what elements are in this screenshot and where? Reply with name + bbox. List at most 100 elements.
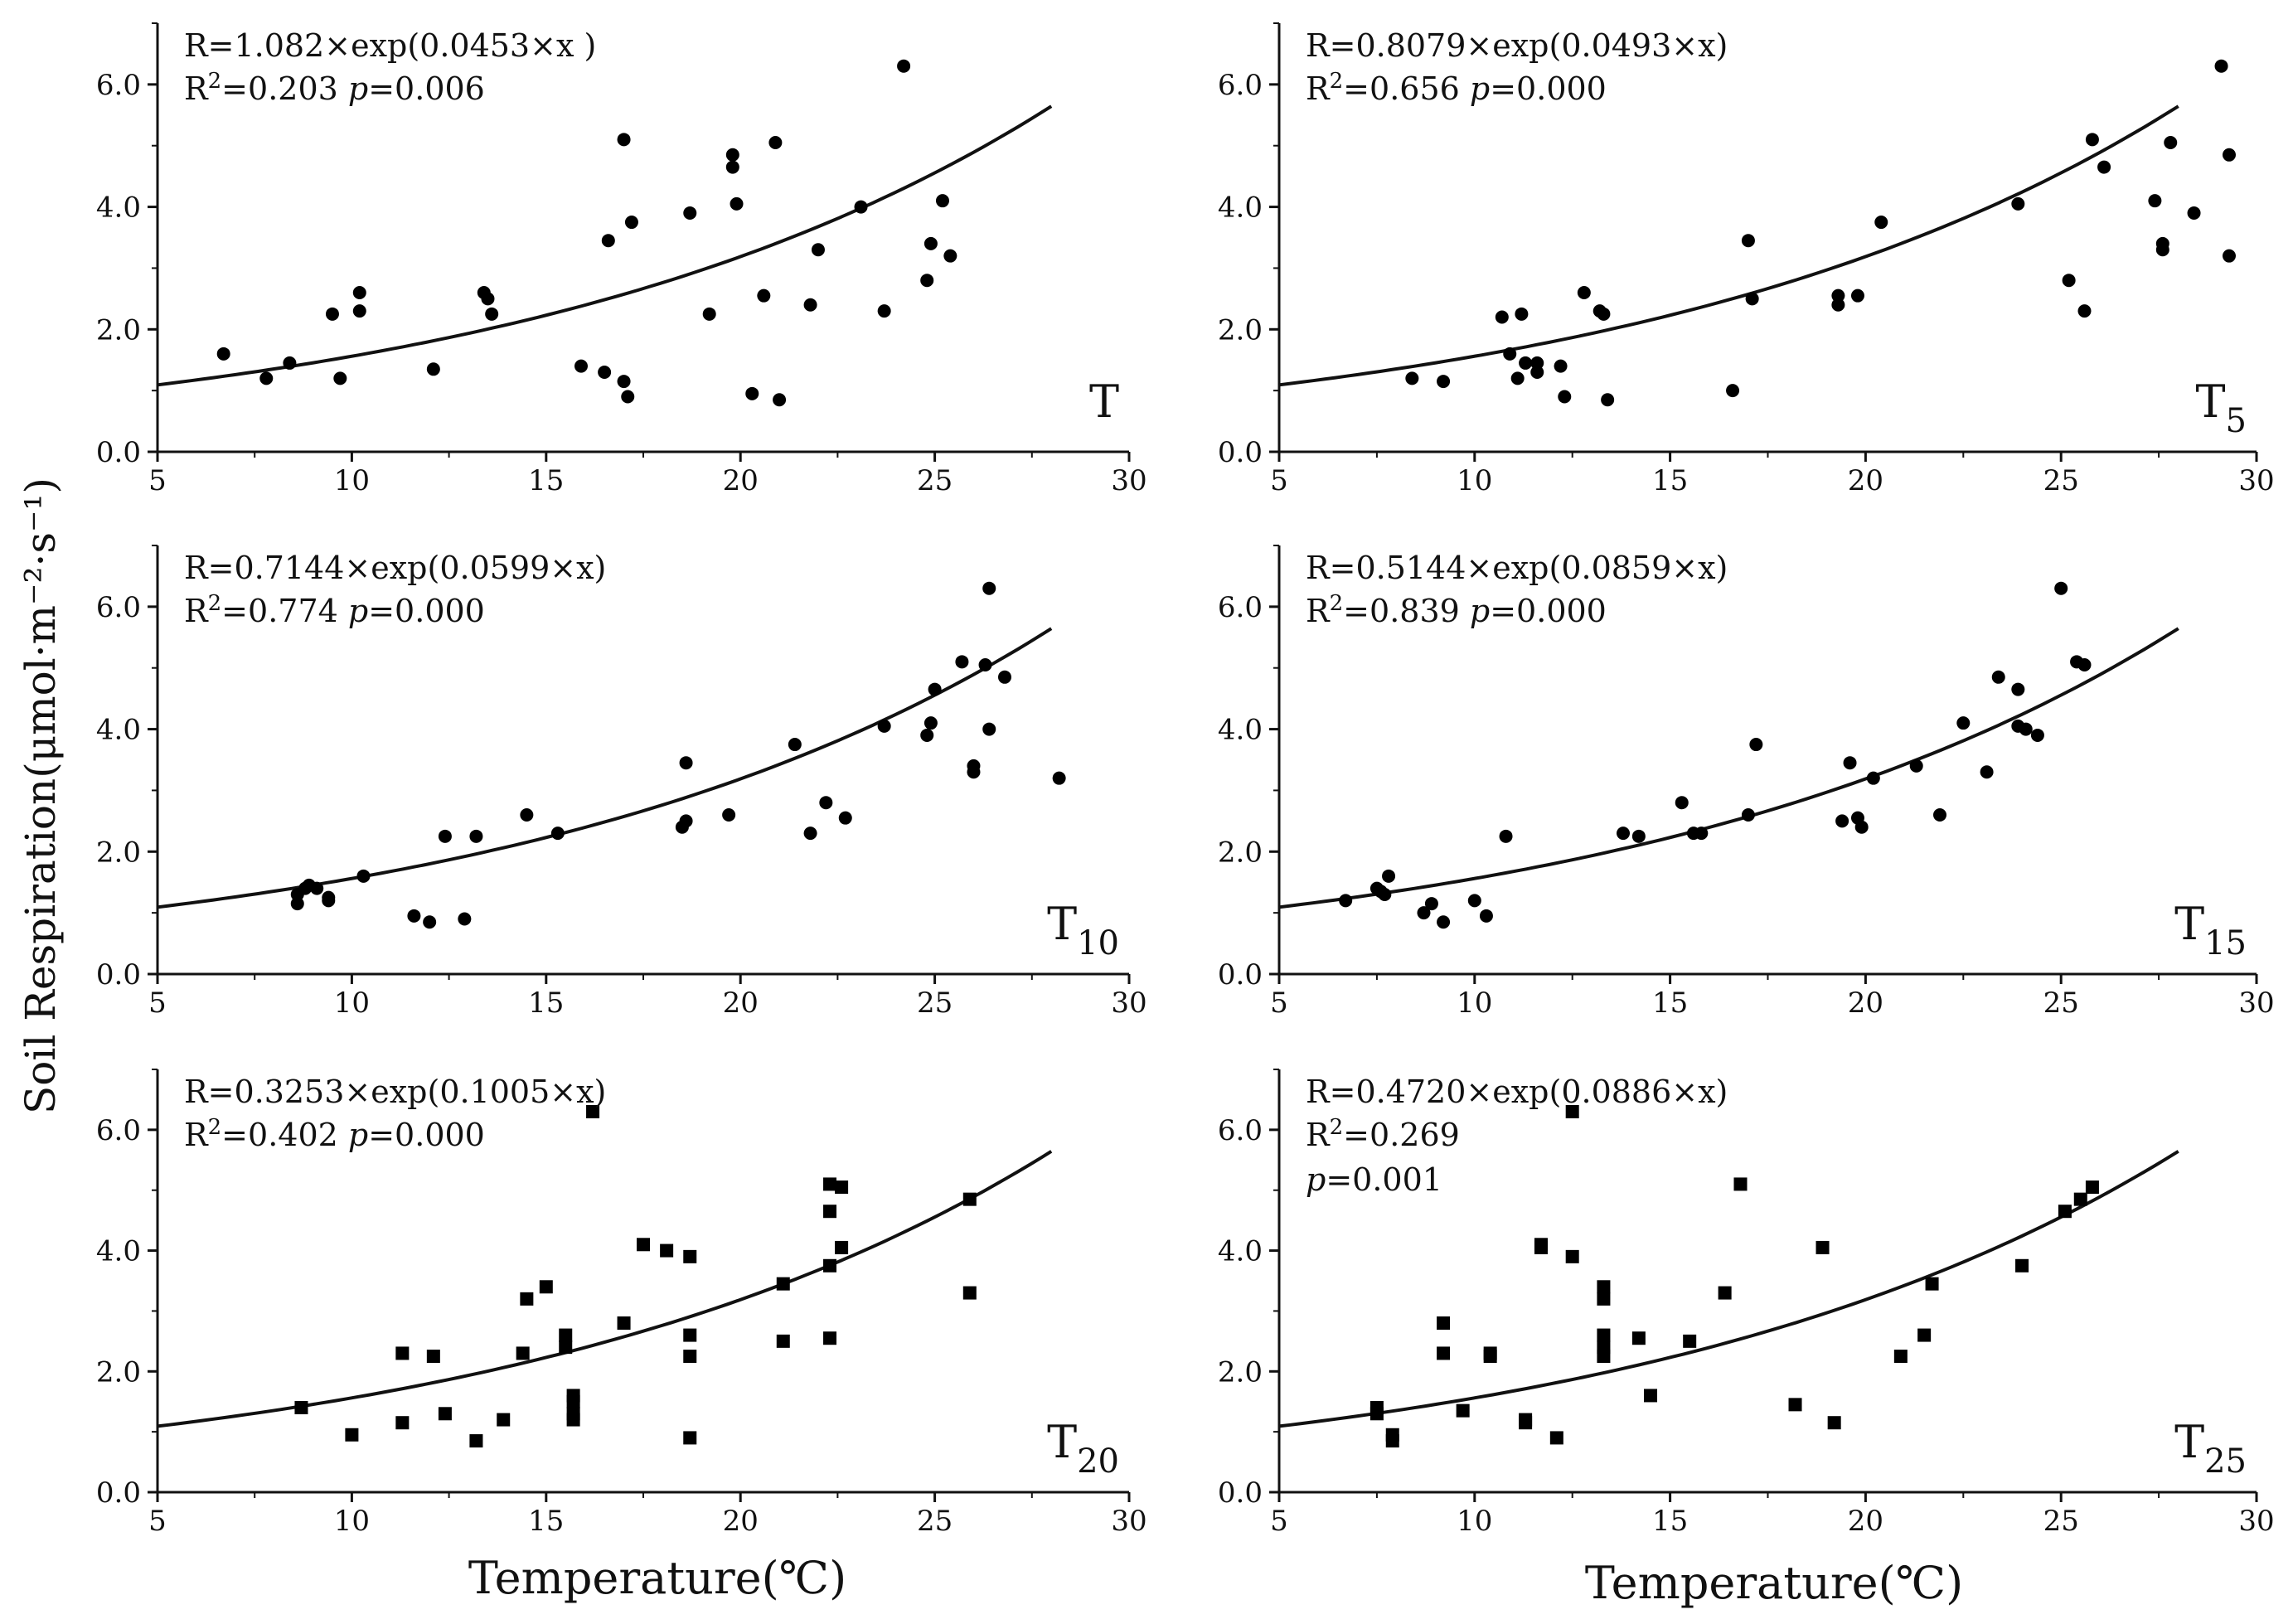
data-point [617,375,631,389]
data-point [679,814,693,828]
equation-label: R=0.4720×exp(0.0886×x) [1306,1074,1728,1110]
panel-label: T5 [2196,376,2247,440]
data-point [811,243,825,257]
r2-label: R2=0.203 p=0.006 [184,69,485,107]
data-point [352,304,366,318]
x-tick-label: 30 [1111,987,1146,1020]
data-point [1815,1240,1830,1254]
data-point [924,236,938,250]
data-point [1601,393,1615,407]
data-point [1909,759,1923,773]
data-point [1683,1334,1697,1348]
data-point [1515,307,1529,321]
x-tick-label: 5 [148,987,167,1020]
data-point [481,292,495,306]
x-axis-label-right: Temperature(℃) [1585,1557,1963,1609]
data-point [1417,906,1431,920]
fit-curve [1278,104,2179,387]
x-tick-label: 30 [1111,1505,1146,1538]
r2-label: R2=0.839 p=0.000 [1306,591,1607,629]
data-point [967,765,981,779]
x-tick-label: 15 [528,464,564,497]
data-point [897,59,911,73]
p-value-label: p [348,70,368,107]
data-point [574,359,588,373]
y-tick-label: 4.0 [1218,714,1263,747]
equation-label: R=0.8079×exp(0.0493×x) [1306,27,1728,64]
y-tick-label: 6.0 [1218,1114,1263,1147]
data-point [1385,1434,1399,1448]
data-point [1597,307,1611,321]
y-tick-label: 2.0 [96,313,141,347]
data-point [1382,869,1396,883]
data-point [1749,738,1763,752]
data-point [757,288,771,303]
data-point [935,194,949,208]
data-point [290,897,304,911]
data-point [539,1280,553,1294]
fit-curve [1278,1150,2179,1428]
data-point [1917,1328,1932,1342]
data-point [2011,682,2025,696]
data-point [516,1346,530,1360]
data-point [835,1240,849,1254]
data-point [497,1413,511,1427]
data-point [1565,1105,1579,1118]
data-point [426,362,440,376]
y-tick-label: 0.0 [1218,958,1263,991]
data-point [2073,1192,2087,1206]
x-tick-label: 5 [148,464,167,497]
data-point [2148,194,2162,208]
data-point [1549,1431,1563,1445]
data-point [788,738,802,752]
fit-curve [157,1150,1053,1428]
x-tick-label: 15 [1652,464,1688,497]
data-point [1631,1331,1646,1345]
data-point [637,1238,650,1252]
data-point [962,1192,977,1206]
x-tick-label: 5 [148,1505,167,1538]
data-point [1499,829,1513,843]
p-value-label: p [1470,593,1490,629]
data-point [259,371,274,385]
x-tick-label: 30 [2238,464,2274,497]
panel-label: T20 [1047,1416,1119,1481]
data-point [768,136,783,150]
data-point [1519,1416,1533,1430]
data-point [920,274,934,288]
equation-label: R=0.5144×exp(0.0859×x) [1306,550,1728,586]
data-point [407,909,421,923]
x-tick-label: 15 [528,987,564,1020]
data-point [2077,658,2092,672]
y-tick-label: 0.0 [1218,436,1263,469]
data-point [469,1434,483,1448]
y-tick-label: 4.0 [1218,191,1263,225]
data-point [1437,375,1451,389]
y-tick-label: 4.0 [1218,1235,1263,1268]
data-point [1694,827,1709,841]
data-point [485,307,499,321]
data-point [877,719,891,733]
x-tick-label: 25 [2043,1505,2079,1538]
data-point [325,307,339,321]
data-point [1980,765,1994,779]
x-tick-label: 5 [1270,987,1288,1020]
x-tick-label: 20 [723,1505,759,1538]
data-point [550,827,565,841]
data-point [1631,829,1646,843]
data-point [2155,243,2169,257]
data-point [598,365,612,379]
data-point [1733,1177,1748,1191]
data-point [997,670,1011,684]
data-point [683,1328,697,1342]
data-point [520,807,534,822]
data-point [1788,1398,1802,1412]
data-point [823,1258,837,1273]
data-point [1835,814,1849,828]
x-tick-label: 5 [1270,1505,1288,1538]
data-point [1933,807,1947,822]
data-point [566,1413,580,1427]
x-tick-label: 30 [2238,1505,2274,1538]
data-point [838,811,852,825]
